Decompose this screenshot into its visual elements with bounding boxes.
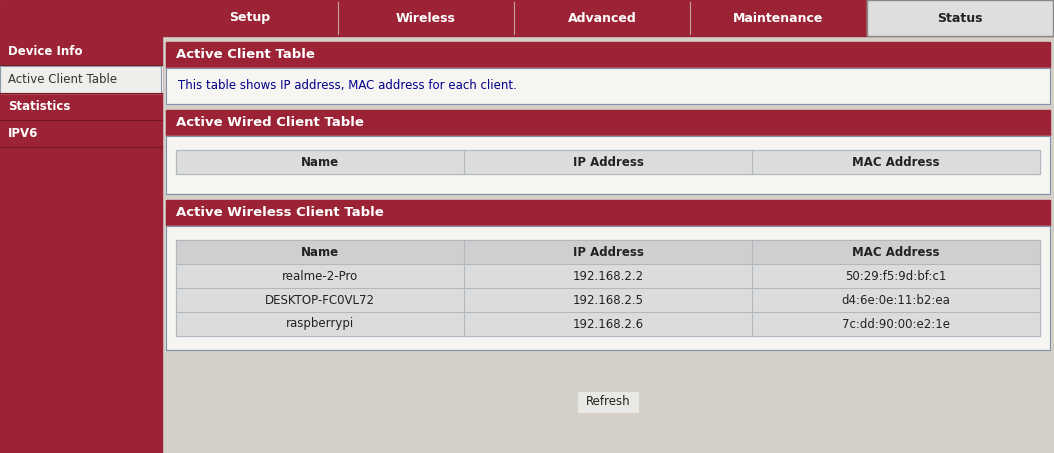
Text: Maintenance: Maintenance [733, 11, 823, 24]
Text: Active Client Table: Active Client Table [176, 48, 315, 62]
Bar [165, 110, 1050, 136]
Bar [165, 68, 1050, 104]
Text: Refresh: Refresh [586, 395, 630, 408]
Text: raspberrypi: raspberrypi [286, 318, 354, 331]
Bar [165, 136, 1050, 194]
Bar [165, 136, 1050, 194]
Text: Active Client Table: Active Client Table [8, 73, 117, 86]
Bar [165, 200, 1050, 226]
Bar [165, 350, 1050, 453]
Text: 192.168.2.5: 192.168.2.5 [572, 294, 644, 307]
Bar [176, 264, 1040, 288]
Text: 7c:dd:90:00:e2:1e: 7c:dd:90:00:e2:1e [842, 318, 950, 331]
Bar [176, 150, 1040, 174]
Bar [176, 240, 1040, 264]
Text: Active Wired Client Table: Active Wired Client Table [176, 116, 364, 130]
Bar [0, 66, 161, 93]
Bar [176, 288, 1040, 312]
Text: Setup: Setup [230, 11, 271, 24]
Bar [165, 68, 1050, 104]
Bar [176, 312, 1040, 336]
Text: Name: Name [301, 155, 339, 169]
Bar [0, 36, 162, 453]
Text: DESKTOP-FC0VL72: DESKTOP-FC0VL72 [265, 294, 375, 307]
Bar [165, 194, 1050, 200]
Text: Status: Status [937, 11, 982, 24]
Bar [578, 391, 638, 411]
Text: IP Address: IP Address [572, 246, 643, 259]
Bar [165, 42, 1050, 68]
Text: This table shows IP address, MAC address for each client.: This table shows IP address, MAC address… [178, 79, 516, 92]
Text: MAC Address: MAC Address [853, 155, 940, 169]
Text: realme-2-Pro: realme-2-Pro [281, 270, 358, 283]
Text: d4:6e:0e:11:b2:ea: d4:6e:0e:11:b2:ea [841, 294, 951, 307]
Text: IPV6: IPV6 [8, 127, 38, 140]
Bar [165, 104, 1050, 110]
Bar [165, 226, 1050, 350]
Text: IP Address: IP Address [572, 155, 643, 169]
Text: MAC Address: MAC Address [853, 246, 940, 259]
Text: Name: Name [301, 246, 339, 259]
Bar [176, 150, 1040, 174]
Text: 50:29:f5:9d:bf:c1: 50:29:f5:9d:bf:c1 [845, 270, 946, 283]
Bar [867, 0, 1053, 36]
Bar [867, 0, 1053, 36]
Text: Statistics: Statistics [8, 100, 71, 113]
Text: 192.168.2.6: 192.168.2.6 [572, 318, 644, 331]
Bar [0, 0, 1054, 36]
Bar [0, 66, 162, 93]
Text: Active Wireless Client Table: Active Wireless Client Table [176, 207, 384, 220]
Text: Wireless: Wireless [396, 11, 456, 24]
Text: 192.168.2.2: 192.168.2.2 [572, 270, 644, 283]
Bar [165, 226, 1050, 350]
Text: Device Info: Device Info [8, 45, 82, 58]
Text: Advanced: Advanced [568, 11, 637, 24]
